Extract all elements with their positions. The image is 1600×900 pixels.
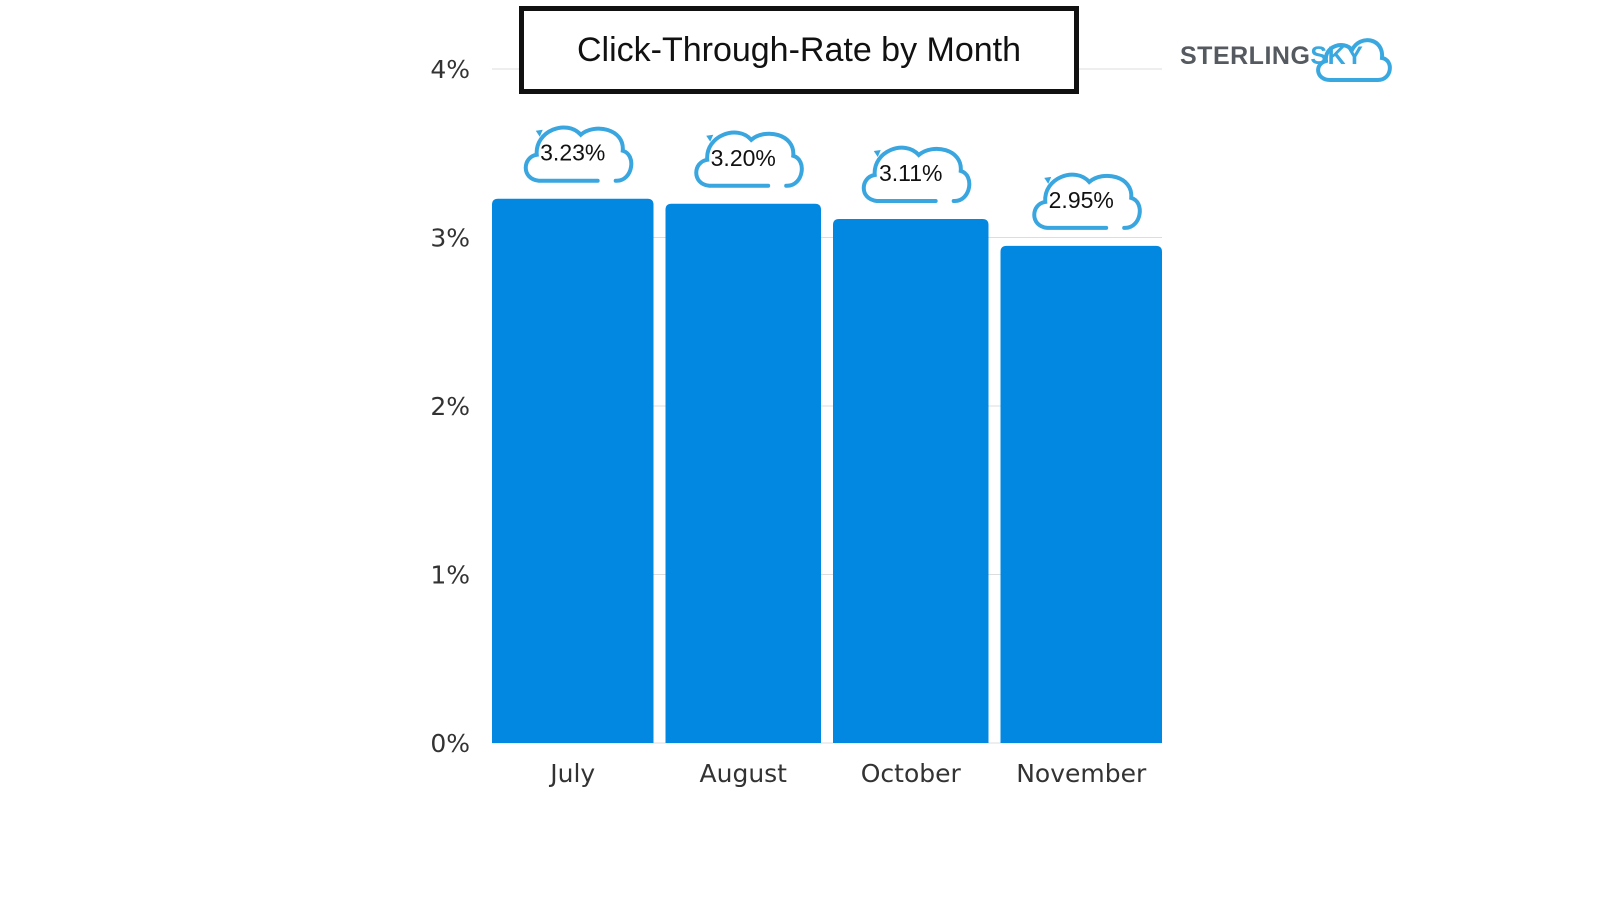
x-category-label: November [1016,759,1147,788]
bar [665,203,821,744]
y-tick-label: 0% [430,729,470,758]
x-axis-categories: July August October November [548,759,1147,788]
y-axis-ticks: 0% 1% 2% 3% 4% [430,55,470,758]
y-tick-label: 2% [430,392,470,421]
y-tick-label: 1% [430,561,470,590]
data-label-cloud-icon [1032,172,1142,230]
data-label-clouds: 3.23% 3.20% 3.11% 2.95% [523,125,1142,230]
logo-text-sky: SKY [1310,42,1364,70]
bar [492,198,654,743]
bars [492,198,1162,744]
data-label: 3.23% [540,140,605,166]
data-label: 3.20% [711,145,776,171]
bar [833,218,989,744]
bar [1000,245,1162,744]
data-label: 2.95% [1049,187,1114,213]
logo-text: STERLINGSKY [1180,42,1363,71]
chart-title: Click-Through-Rate by Month [576,30,1022,69]
data-label-cloud-icon [694,130,804,188]
sterlingsky-logo: STERLINGSKY [1180,28,1395,90]
logo-text-sterling: STERLING [1180,42,1311,70]
data-label: 3.11% [879,160,943,186]
x-category-label: July [548,759,595,788]
data-label-cloud-icon [861,145,972,203]
data-label-cloud-icon [523,125,634,183]
y-tick-label: 4% [430,55,470,84]
y-tick-label: 3% [430,224,470,253]
cloud-logo-icon [1316,38,1392,82]
x-category-label: October [861,759,962,788]
x-category-label: August [700,759,788,788]
chart-title-box: Click-Through-Rate by Month [519,6,1079,94]
